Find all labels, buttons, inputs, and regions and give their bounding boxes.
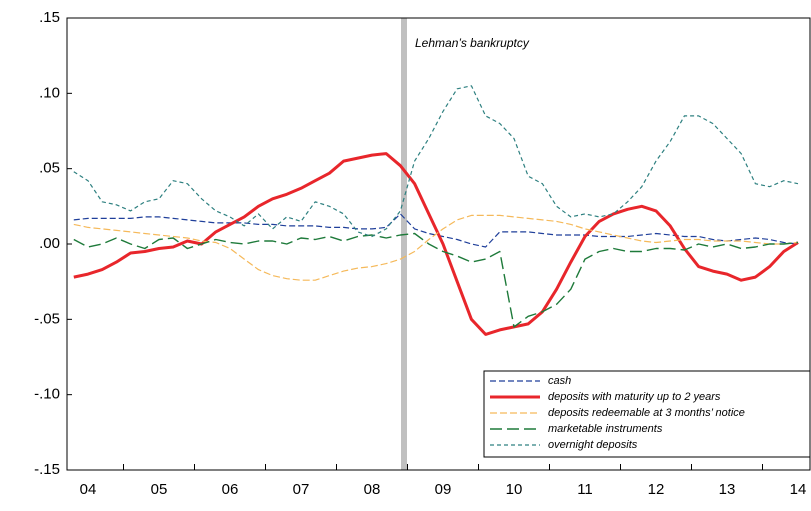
legend-label: cash [548,375,571,387]
y-tick-label: .10 [39,84,60,101]
plot-area [73,85,799,336]
y-tick-label: -.15 [34,461,60,478]
x-tick-label: 13 [719,481,736,498]
y-tick-label: -.05 [34,310,60,327]
y-tick-label: .05 [39,160,60,177]
x-tick-label: 07 [293,481,310,498]
x-tick-label: 05 [151,481,168,498]
x-tick-label: 08 [364,481,381,498]
x-tick-label: 12 [648,481,665,498]
y-tick-label: -.10 [34,386,60,403]
series-line [73,85,799,238]
x-tick-label: 10 [506,481,523,498]
x-tick-label: 11 [577,481,593,498]
series-line [73,152,799,336]
y-tick-label: .00 [39,235,60,252]
legend-label: overnight deposits [548,439,638,451]
legend: cash deposits with maturity up to 2 years… [483,370,811,458]
legend-label: deposits with maturity up to 2 years [548,391,721,403]
legend-label: marketable instruments [548,423,663,435]
series-line [73,232,799,328]
x-tick-label: 14 [790,481,807,498]
legend-box [483,370,811,458]
series-line [73,214,799,281]
x-tick-label: 04 [80,481,97,498]
x-tick-label: 09 [435,481,452,498]
legend-label: deposits redeemable at 3 months’ notice [548,407,745,419]
x-tick-label: 06 [222,481,239,498]
y-tick-label: .15 [39,9,60,26]
annotation: Lehman’s bankruptcy [415,36,530,50]
event-band [401,18,407,470]
